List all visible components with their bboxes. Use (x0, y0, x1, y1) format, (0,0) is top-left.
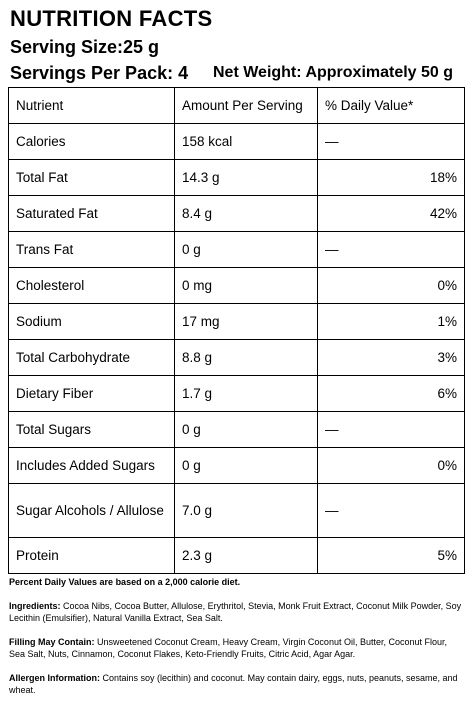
amount-cell: 1.7 g (174, 375, 318, 412)
ingredients-section: Ingredients: Cocoa Nibs, Cocoa Butter, A… (9, 600, 463, 625)
daily-value-cell: 6% (317, 375, 465, 412)
table-row: Total Sugars 0 g — (8, 411, 465, 448)
amount-cell: 158 kcal (174, 123, 318, 160)
allergen-label: Allergen Information: (9, 673, 101, 683)
nutrient-cell: Includes Added Sugars (8, 447, 175, 484)
column-header-amount: Amount Per Serving (174, 87, 318, 124)
servings-per-pack: Servings Per Pack: 4 (10, 63, 189, 83)
amount-cell: 8.4 g (174, 195, 318, 232)
table-row: Protein 2.3 g 5% (8, 537, 465, 574)
nutrient-cell: Dietary Fiber (8, 375, 175, 412)
table-row: Sodium 17 mg 1% (8, 303, 465, 340)
amount-cell: 0 g (174, 231, 318, 268)
daily-value-cell: 0% (317, 447, 465, 484)
daily-value-cell: — (317, 231, 465, 268)
table-row: Sugar Alcohols / Allulose 7.0 g — (8, 483, 465, 538)
daily-value-cell: 5% (317, 537, 465, 574)
nutrient-cell: Calories (8, 123, 175, 160)
column-header-daily-value: % Daily Value* (317, 87, 465, 124)
nutrient-cell: Trans Fat (8, 231, 175, 268)
page-title: NUTRITION FACTS (10, 6, 213, 31)
filling-section: Filling May Contain: Unsweetened Coconut… (9, 636, 463, 661)
nutrient-cell: Total Fat (8, 159, 175, 196)
daily-value-cell: 42% (317, 195, 465, 232)
daily-value-cell: 3% (317, 339, 465, 376)
daily-value-cell: 0% (317, 267, 465, 304)
amount-cell: 8.8 g (174, 339, 318, 376)
table-row: Cholesterol 0 mg 0% (8, 267, 465, 304)
filling-label: Filling May Contain: (9, 637, 95, 647)
nutrient-cell: Sodium (8, 303, 175, 340)
allergen-section: Allergen Information: Contains soy (leci… (9, 672, 463, 697)
column-header-nutrient: Nutrient (8, 87, 175, 124)
amount-cell: 0 g (174, 447, 318, 484)
amount-cell: 14.3 g (174, 159, 318, 196)
table-row: Includes Added Sugars 0 g 0% (8, 447, 465, 484)
table-row: Saturated Fat 8.4 g 42% (8, 195, 465, 232)
nutrient-cell: Cholesterol (8, 267, 175, 304)
ingredients-label: Ingredients: (9, 601, 61, 611)
nutrition-table: Nutrient Amount Per Serving % Daily Valu… (8, 87, 465, 574)
nutrient-cell: Sugar Alcohols / Allulose (8, 483, 175, 538)
table-row: Total Carbohydrate 8.8 g 3% (8, 339, 465, 376)
amount-cell: 0 g (174, 411, 318, 448)
table-row: Trans Fat 0 g — (8, 231, 465, 268)
daily-value-cell: 18% (317, 159, 465, 196)
table-row: Dietary Fiber 1.7 g 6% (8, 375, 465, 412)
amount-cell: 17 mg (174, 303, 318, 340)
nutrient-cell: Saturated Fat (8, 195, 175, 232)
net-weight: Net Weight: Approximately 50 g (213, 64, 454, 81)
table-row: Calories 158 kcal — (8, 123, 465, 160)
daily-value-cell: — (317, 483, 465, 538)
daily-value-note: Percent Daily Values are based on a 2,00… (9, 576, 463, 588)
daily-value-cell: — (317, 411, 465, 448)
daily-value-note-text: Percent Daily Values are based on a 2,00… (9, 577, 241, 587)
amount-cell: 7.0 g (174, 483, 318, 538)
ingredients-text: Cocoa Nibs, Cocoa Butter, Allulose, Eryt… (9, 601, 462, 624)
daily-value-cell: 1% (317, 303, 465, 340)
allergen-text: Contains soy (lecithin) and coconut. May… (9, 673, 458, 696)
nutrient-cell: Total Carbohydrate (8, 339, 175, 376)
nutrient-cell: Protein (8, 537, 175, 574)
table-header-row: Nutrient Amount Per Serving % Daily Valu… (8, 87, 465, 124)
filling-text: Unsweetened Coconut Cream, Heavy Cream, … (9, 637, 447, 660)
amount-cell: 0 mg (174, 267, 318, 304)
serving-size: Serving Size:25 g (10, 37, 160, 57)
daily-value-cell: — (317, 123, 465, 160)
nutrient-cell: Total Sugars (8, 411, 175, 448)
table-row: Total Fat 14.3 g 18% (8, 159, 465, 196)
servings-line: Servings Per Pack: 4 Net Weight: Approxi… (10, 63, 465, 84)
amount-cell: 2.3 g (174, 537, 318, 574)
